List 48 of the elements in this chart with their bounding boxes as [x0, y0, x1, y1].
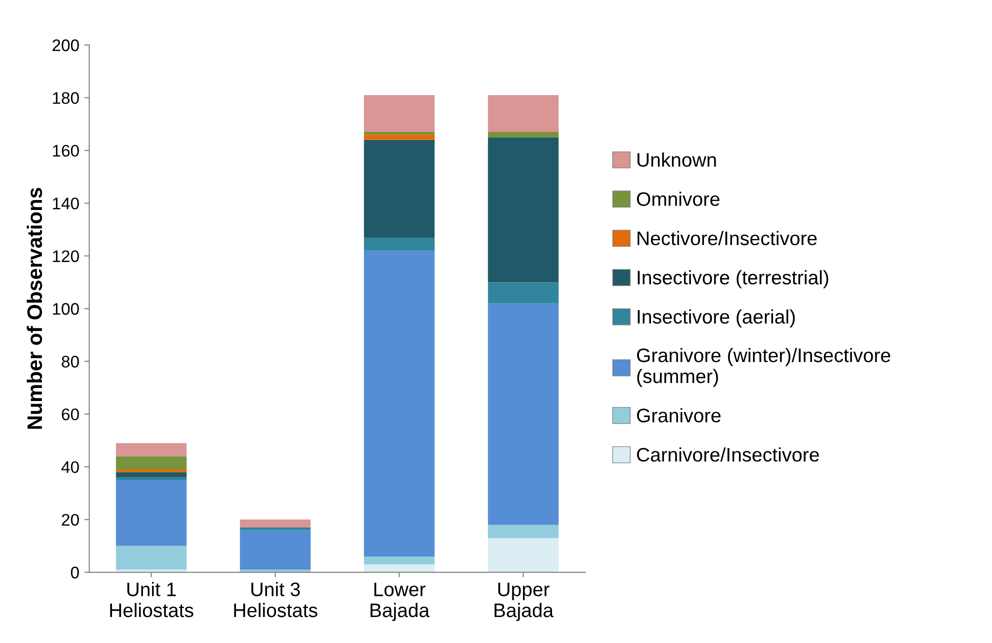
y-tick-label: 80 — [62, 356, 79, 368]
x-tick-label: Unit 3 Heliostats — [234, 582, 318, 618]
y-tick-label: 40 — [61, 461, 79, 474]
y-tick-label: 120 — [53, 250, 79, 262]
bar — [364, 140, 435, 238]
bar — [116, 477, 187, 480]
y-tick-label: 20 — [62, 514, 79, 526]
bar — [116, 443, 187, 456]
bar — [488, 538, 559, 572]
bar — [364, 250, 435, 556]
legend-label: Carnivore/Insectivore — [637, 447, 819, 462]
bar — [240, 527, 311, 530]
bar — [364, 556, 435, 564]
y-axis-title: Number of Observations — [26, 188, 42, 429]
bar — [116, 456, 187, 470]
y-tick-label: 100 — [53, 303, 79, 315]
bar — [488, 303, 559, 525]
bar — [364, 132, 435, 135]
bar — [364, 237, 435, 251]
y-tick-label: 160 — [53, 144, 79, 157]
x-tick-label: Upper Bajada — [494, 582, 554, 622]
bar — [240, 530, 311, 570]
y-tick-label: 60 — [62, 408, 79, 420]
bar — [116, 469, 187, 472]
legend-label: Insectivore (aerial) — [638, 309, 795, 328]
bar — [488, 282, 559, 304]
legend-label: Omnivore — [636, 192, 720, 206]
y-tick-label: 180 — [53, 92, 79, 104]
legend-label: Unknown — [638, 152, 716, 167]
bar — [116, 546, 187, 570]
bar — [488, 137, 559, 282]
legend-label: Granivore (winter)/Insectivore (summer) — [637, 348, 890, 388]
bar — [116, 472, 187, 478]
y-tick-label: 140 — [53, 198, 79, 210]
bar — [240, 520, 311, 528]
bar — [116, 480, 187, 546]
legend-label: Nectivore/Insectivore — [638, 230, 817, 246]
bar — [488, 524, 559, 538]
y-tick-label: 0 — [70, 566, 79, 578]
x-tick-label: Lower Bajada — [370, 582, 430, 622]
bar — [364, 95, 435, 132]
bar — [488, 95, 559, 132]
bar — [364, 134, 435, 140]
y-tick-label: 200 — [52, 39, 79, 52]
legend-label: Insectivore (terrestrial) — [638, 270, 828, 288]
bar — [488, 132, 559, 138]
x-tick-label: Unit 1 Heliostats — [110, 582, 194, 618]
legend-label: Granivore — [637, 408, 721, 422]
